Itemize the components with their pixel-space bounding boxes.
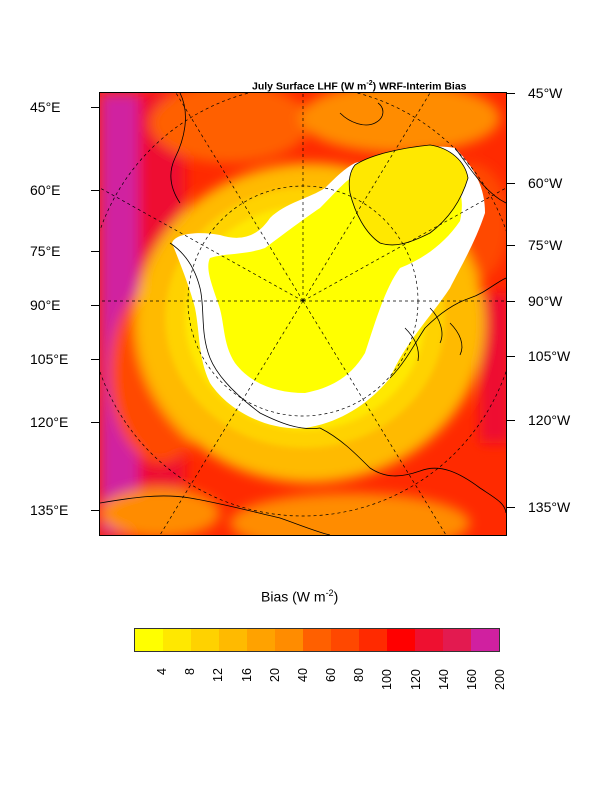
- colorbar-title: Bias (W m-2): [261, 588, 339, 605]
- tick-right-90w: [507, 301, 515, 302]
- colorbar-label: 20: [267, 668, 282, 683]
- lon-label-60e: 60°E: [30, 182, 61, 198]
- lon-label-90e: 90°E: [30, 297, 61, 313]
- colorbar-label: 40: [295, 668, 310, 683]
- colorbar-label: 8: [183, 668, 198, 676]
- colorbar-label: 12: [211, 668, 226, 683]
- tick-left-120e: [91, 422, 99, 423]
- colorbar-label: 120: [408, 668, 423, 690]
- colorbar-swatch: [387, 629, 415, 651]
- lon-label-90w: 90°W: [528, 293, 563, 309]
- tick-left-105e: [91, 359, 99, 360]
- colorbar: [134, 628, 500, 652]
- lon-label-120e: 120°E: [30, 414, 69, 430]
- tick-left-135e: [91, 510, 99, 511]
- tick-left-75e: [91, 251, 99, 252]
- colorbar-swatch: [443, 629, 471, 651]
- lon-label-105e: 105°E: [30, 351, 69, 367]
- lon-label-135e: 135°E: [30, 502, 69, 518]
- colorbar-swatch: [247, 629, 275, 651]
- colorbar-swatch: [219, 629, 247, 651]
- bias-map: [99, 92, 507, 536]
- colorbar-swatch: [415, 629, 443, 651]
- colorbar-label: 80: [352, 668, 367, 683]
- lon-label-120w: 120°W: [528, 412, 571, 428]
- colorbar-swatch: [331, 629, 359, 651]
- lon-label-45w: 45°W: [528, 85, 563, 101]
- tick-right-135w: [507, 507, 515, 508]
- colorbar-label: 16: [239, 668, 254, 683]
- greenland: [348, 144, 469, 246]
- colorbar-swatch: [191, 629, 219, 651]
- colorbar-swatch: [359, 629, 387, 651]
- tick-left-60e: [91, 190, 99, 191]
- colorbar-label: 100: [380, 668, 395, 690]
- graticule: [100, 93, 506, 535]
- colorbar-label: 4: [155, 668, 170, 676]
- colorbar-swatch: [471, 629, 499, 651]
- tick-right-60w: [507, 183, 515, 184]
- colorbar-swatch: [303, 629, 331, 651]
- colorbar-swatch: [163, 629, 191, 651]
- tick-right-75w: [507, 245, 515, 246]
- colorbar-label: 140: [436, 668, 451, 690]
- bias-map-svg: [100, 93, 506, 535]
- colorbar-label: 200: [493, 668, 507, 690]
- tick-right-45w: [507, 93, 515, 94]
- colorbar-swatch: [135, 629, 163, 651]
- coastlines: [100, 93, 506, 535]
- lon-label-60w: 60°W: [528, 175, 563, 191]
- tick-left-90e: [91, 305, 99, 306]
- lon-label-105w: 105°W: [528, 348, 571, 364]
- lon-label-135w: 135°W: [528, 499, 571, 515]
- map-title: July Surface LHF (W m-2) WRF-Interim Bia…: [252, 80, 467, 93]
- tick-right-120w: [507, 420, 515, 421]
- colorbar-label: 160: [464, 668, 479, 690]
- lon-label-75e: 75°E: [30, 243, 61, 259]
- lon-label-45e: 45°E: [30, 99, 61, 115]
- tick-right-105w: [507, 356, 515, 357]
- lon-label-75w: 75°W: [528, 237, 563, 253]
- colorbar-swatch: [275, 629, 303, 651]
- tick-left-45e: [91, 107, 99, 108]
- colorbar-label: 60: [324, 668, 339, 683]
